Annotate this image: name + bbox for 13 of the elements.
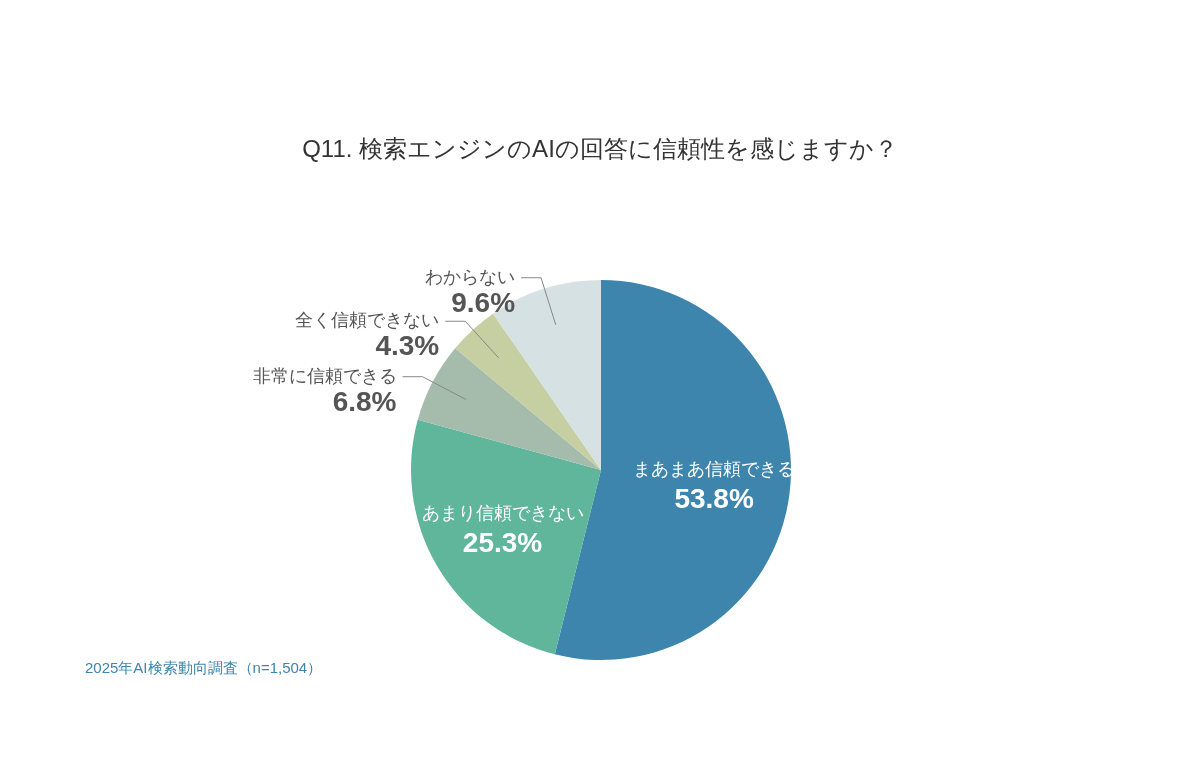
text: 2025年AI検索動向調査（n=1,504） bbox=[85, 659, 323, 676]
pie-slice bbox=[455, 313, 601, 470]
slice-label: あまり信頼できない bbox=[421, 502, 584, 523]
data-label: 6.8% bbox=[332, 385, 397, 417]
chart-title: Q11. 検索エンジンのAIの回答に信頼性を感じますか？ bbox=[302, 135, 898, 162]
slice-label: 全く信頼できない bbox=[295, 310, 440, 331]
data-label: 25.3% bbox=[462, 526, 543, 558]
data-label: 4.3% bbox=[375, 330, 440, 362]
slice-label: 非常に信頼できる bbox=[252, 365, 397, 386]
data-label: 9.6% bbox=[451, 286, 516, 318]
slice-label: わからない bbox=[425, 266, 516, 287]
data-label: 53.8% bbox=[674, 482, 754, 514]
pie-slice bbox=[411, 419, 601, 655]
